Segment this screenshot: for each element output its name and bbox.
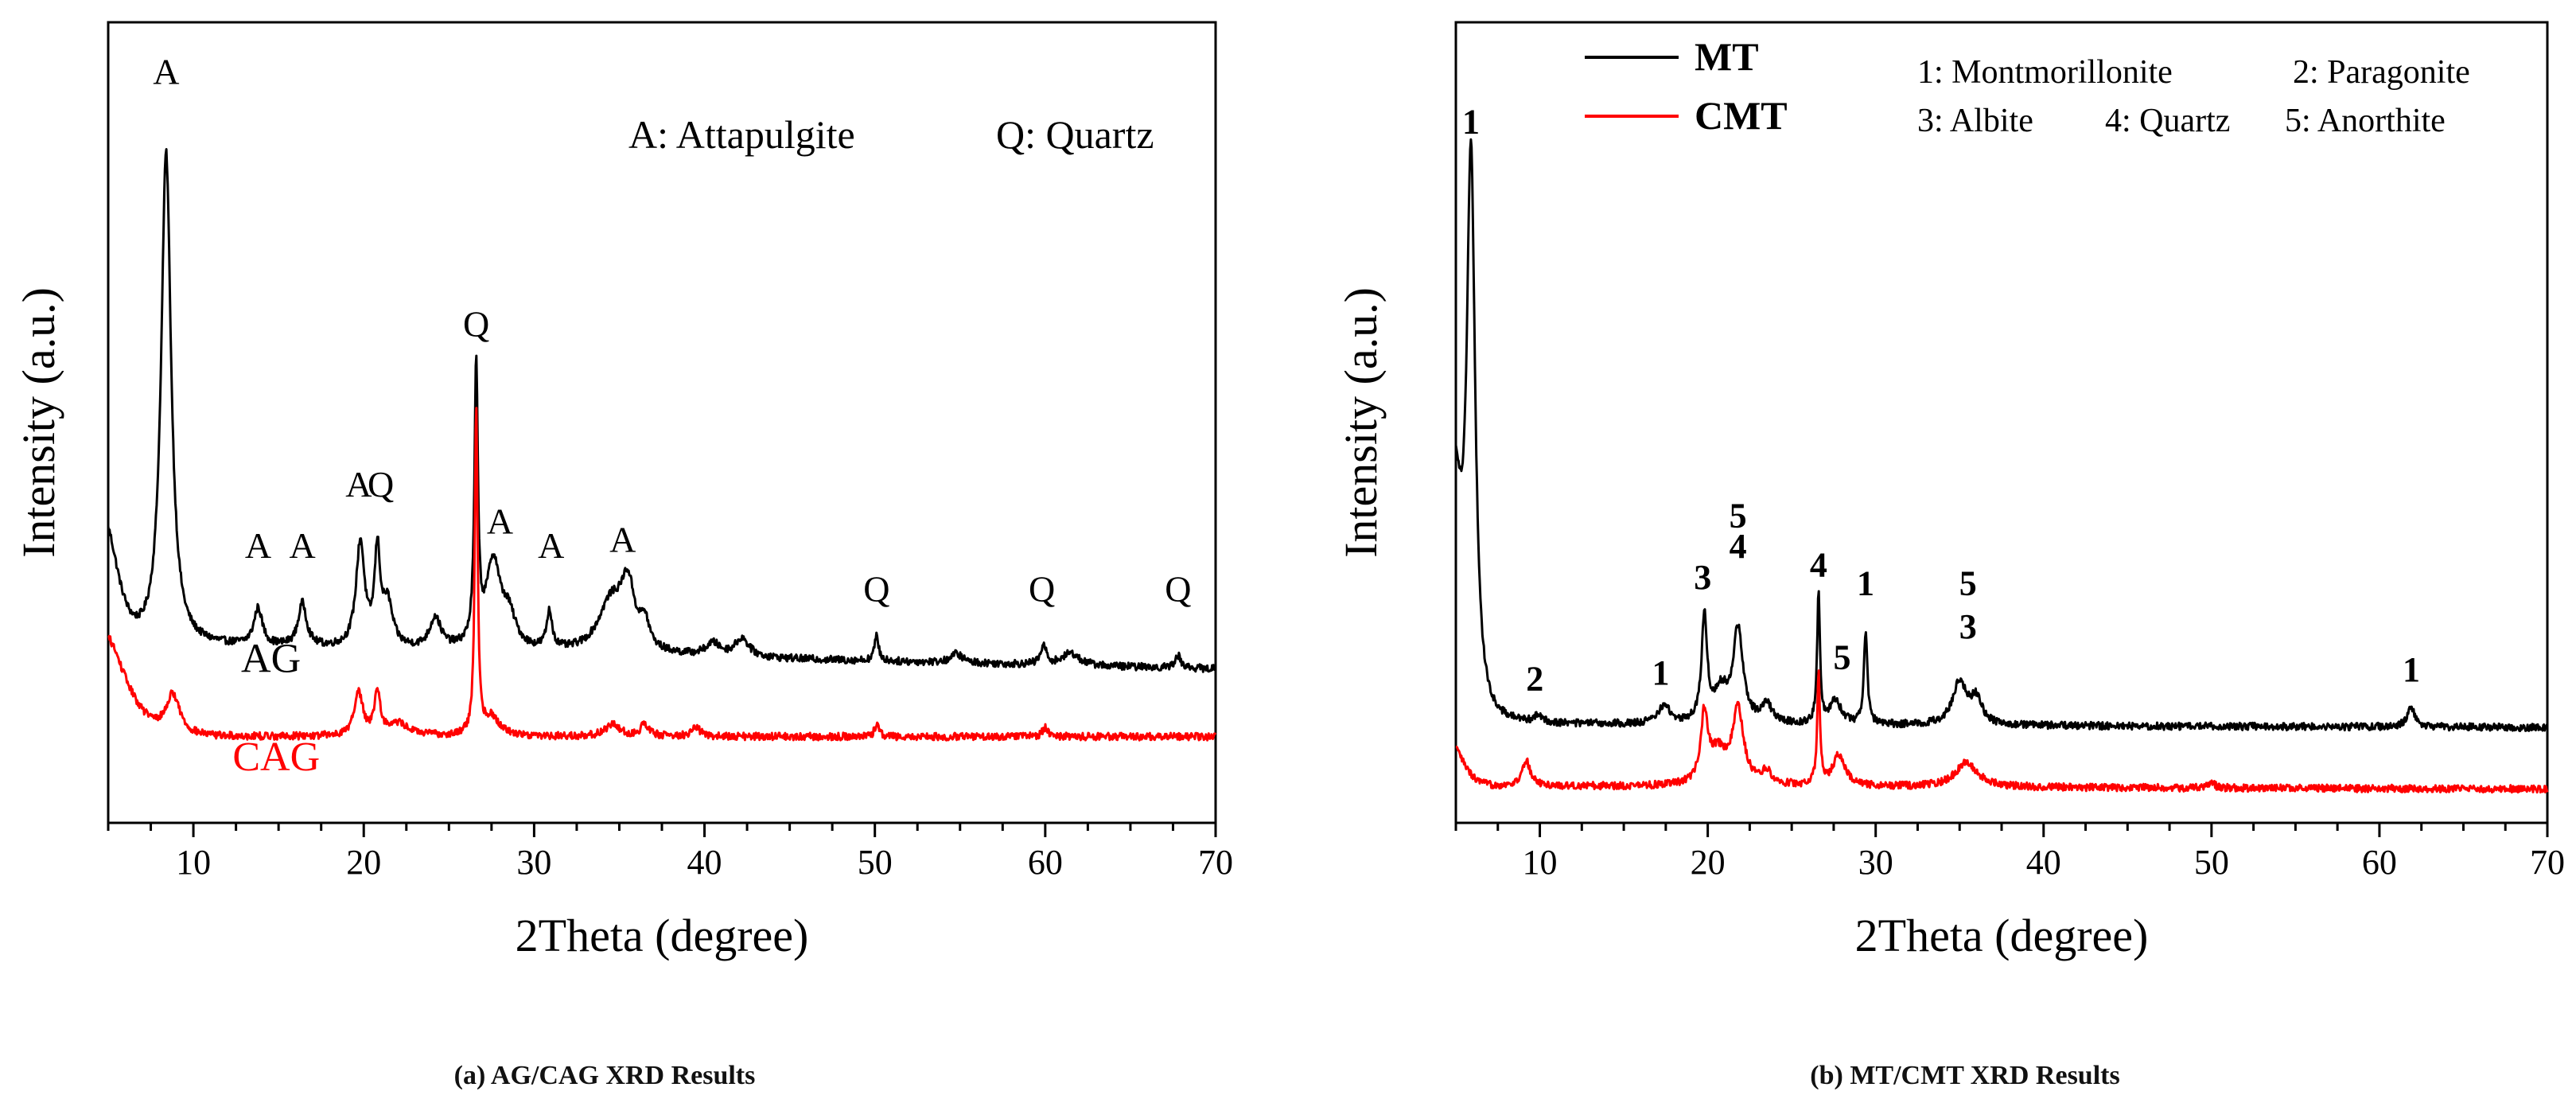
b-x-tick-label: 20 bbox=[1691, 843, 1726, 882]
b-x-tick-label: 40 bbox=[2026, 843, 2061, 882]
b-peak-label: 4 bbox=[1730, 527, 1747, 566]
a-peak-label: A bbox=[538, 525, 564, 566]
panel-a-x-axis: 10 20 30 40 50 60 70 bbox=[107, 823, 1233, 882]
b-peak-label: 3 bbox=[1959, 607, 1977, 646]
panel-a-y-label: Intensity (a.u.) bbox=[13, 287, 64, 558]
a-x-tick-label: 30 bbox=[516, 843, 551, 882]
b-x-tick-label: 50 bbox=[2194, 843, 2229, 882]
b-peak-label: 4 bbox=[1810, 545, 1827, 584]
a-series-ag bbox=[107, 148, 1217, 673]
b-peak-label: 3 bbox=[1694, 558, 1711, 597]
a-x-tick-label: 70 bbox=[1198, 843, 1233, 882]
a-peak-label: Q bbox=[1029, 568, 1055, 609]
b-peak-label: 1 bbox=[1652, 653, 1670, 692]
panel-a-legend-attapulgite: A: Attapulgite bbox=[628, 112, 855, 157]
panel-b-legend-paragonite: 2: Paragonite bbox=[2293, 54, 2470, 91]
b-peak-label: 1 bbox=[1857, 564, 1874, 603]
panel-a-x-label: 2Theta (degree) bbox=[516, 910, 809, 961]
panel-b-series bbox=[1454, 138, 2549, 794]
panel-b-y-label: Intensity (a.u.) bbox=[1335, 287, 1387, 558]
a-x-tick-label: 40 bbox=[687, 843, 722, 882]
panel-b-legend-quartz: 4: Quartz bbox=[2105, 103, 2230, 139]
b-x-tick-label: 30 bbox=[1858, 843, 1893, 882]
b-x-tick-label: 60 bbox=[2362, 843, 2397, 882]
panel-b-plot-frame bbox=[1454, 21, 2549, 824]
panel-b-caption: (b) MT/CMT XRD Results bbox=[1810, 1061, 2119, 1090]
panel-b-legend-albite: 3: Albite bbox=[1917, 103, 2033, 139]
a-series-cag bbox=[107, 407, 1217, 742]
panel-b-legend-anorthite: 5: Anorthite bbox=[2285, 103, 2446, 139]
b-peak-label: 5 bbox=[1959, 564, 1977, 603]
a-peak-label: Q bbox=[463, 304, 489, 345]
b-x-tick-label: 70 bbox=[2530, 843, 2565, 882]
a-x-tick-label: 60 bbox=[1028, 843, 1063, 882]
b-peak-label: 5 bbox=[1730, 497, 1747, 536]
a-peak-label: A bbox=[487, 501, 513, 541]
b-series-mt bbox=[1454, 138, 2549, 732]
b-peak-label: 2 bbox=[1526, 660, 1543, 699]
a-series-label-ag: AG bbox=[241, 636, 301, 681]
b-peak-label: 1 bbox=[1462, 102, 1480, 141]
a-peak-label: A bbox=[290, 525, 316, 566]
panel-b-x-axis: 10 20 30 40 50 60 70 bbox=[1454, 823, 2565, 882]
panel-a-series bbox=[107, 148, 1217, 742]
a-peak-label: A bbox=[245, 525, 271, 566]
legend-label-cmt: CMT bbox=[1695, 93, 1788, 138]
a-x-tick-label: 10 bbox=[176, 843, 211, 882]
b-series-cmt bbox=[1455, 669, 2549, 794]
legend-label-mt: MT bbox=[1695, 34, 1759, 79]
a-peak-label: Q bbox=[1165, 568, 1191, 609]
a-series-label-cag: CAG bbox=[232, 735, 320, 780]
a-x-tick-label: 20 bbox=[346, 843, 381, 882]
panel-b-x-label: 2Theta (degree) bbox=[1855, 910, 2149, 961]
b-peak-label: 5 bbox=[1833, 638, 1850, 677]
panel-b-legend-montmorillonite: 1: Montmorillonite bbox=[1917, 54, 2173, 91]
a-peak-label: A bbox=[345, 464, 372, 505]
panel-a-caption: (a) AG/CAG XRD Results bbox=[454, 1061, 756, 1090]
a-peak-label: A bbox=[609, 520, 636, 560]
a-peak-label: A bbox=[153, 51, 179, 92]
b-x-tick-label: 10 bbox=[1523, 843, 1558, 882]
a-peak-label: Q bbox=[863, 568, 889, 609]
a-x-tick-label: 50 bbox=[858, 843, 893, 882]
panel-a-legend-quartz: Q: Quartz bbox=[996, 112, 1154, 157]
a-peak-label: Q bbox=[368, 464, 394, 505]
b-peak-label: 1 bbox=[2403, 650, 2420, 689]
